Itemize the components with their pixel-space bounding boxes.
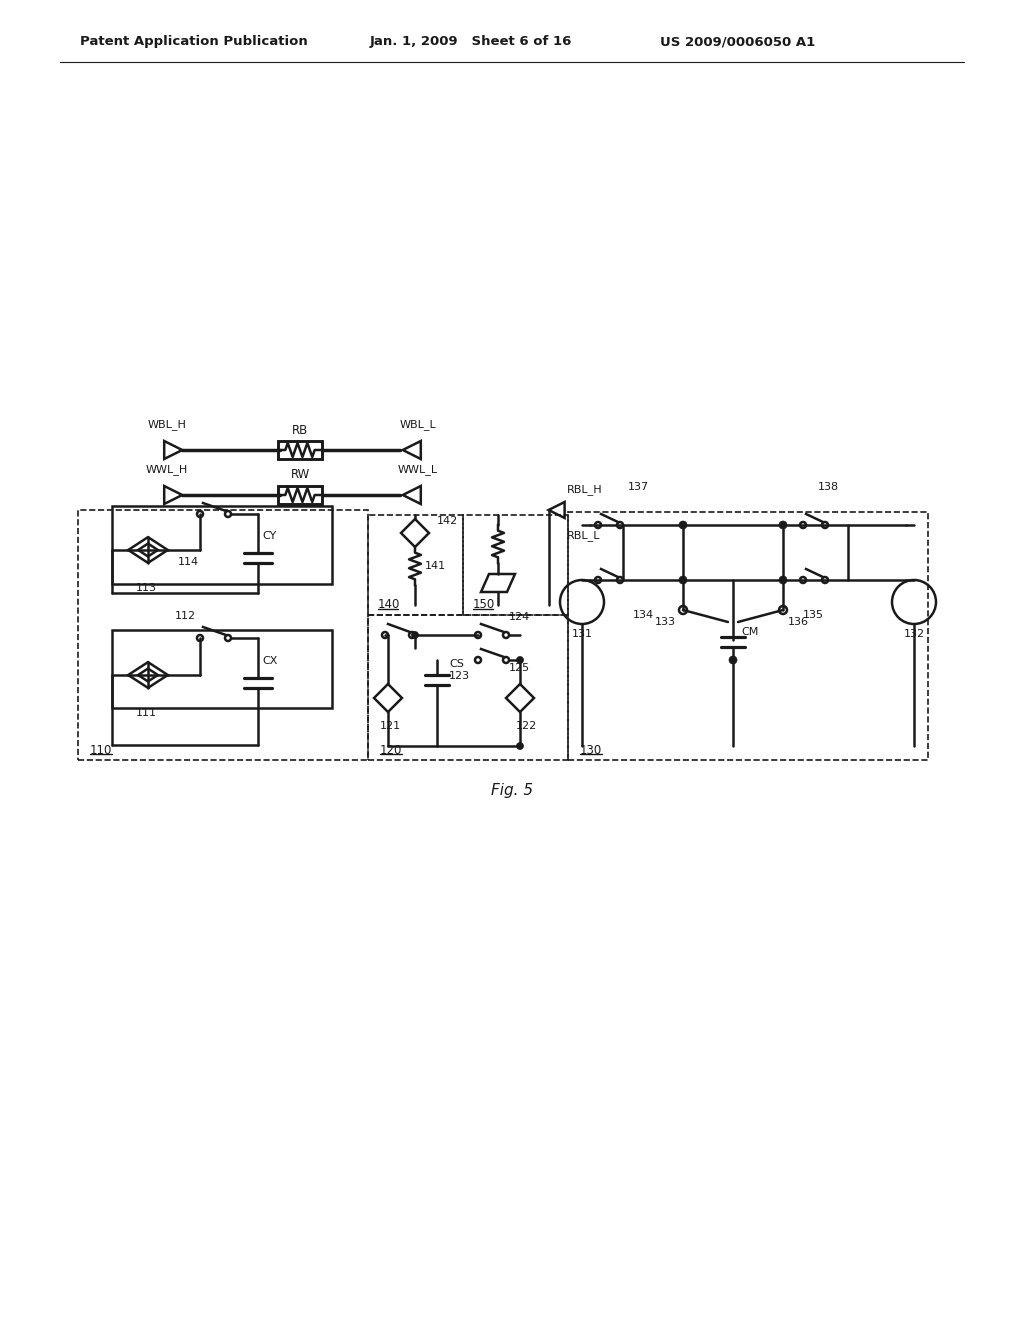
- Text: WWL_H: WWL_H: [145, 465, 188, 475]
- Bar: [278, 486, 322, 504]
- Text: 110: 110: [90, 743, 113, 756]
- Text: Patent Application Publication: Patent Application Publication: [80, 36, 308, 49]
- Bar: [463, 515, 568, 615]
- Text: 137: 137: [628, 482, 649, 492]
- Text: CS: CS: [449, 659, 464, 669]
- Bar: [112, 630, 332, 708]
- Circle shape: [412, 631, 419, 639]
- Circle shape: [679, 576, 687, 583]
- Text: CY: CY: [262, 531, 276, 541]
- Bar: [368, 615, 568, 760]
- Text: 124: 124: [509, 612, 530, 622]
- Text: 131: 131: [571, 630, 593, 639]
- Bar: [112, 506, 332, 583]
- Text: RB: RB: [292, 424, 308, 437]
- Text: Fig. 5: Fig. 5: [490, 783, 534, 797]
- Text: 134: 134: [633, 610, 654, 620]
- Circle shape: [779, 521, 787, 529]
- Text: 114: 114: [178, 557, 199, 568]
- Bar: [278, 441, 322, 459]
- Text: WBL_L: WBL_L: [399, 420, 436, 430]
- Text: 142: 142: [437, 516, 459, 525]
- Text: 125: 125: [509, 663, 530, 673]
- Circle shape: [516, 656, 523, 664]
- Circle shape: [679, 521, 687, 529]
- Text: 135: 135: [803, 610, 824, 620]
- Text: 112: 112: [175, 611, 197, 620]
- Text: CX: CX: [262, 656, 278, 667]
- Circle shape: [779, 576, 787, 583]
- Text: Jan. 1, 2009   Sheet 6 of 16: Jan. 1, 2009 Sheet 6 of 16: [370, 36, 572, 49]
- Text: 123: 123: [449, 671, 470, 681]
- Text: WWL_L: WWL_L: [398, 465, 438, 475]
- Text: 122: 122: [516, 721, 538, 731]
- Text: RBL_L: RBL_L: [567, 531, 600, 541]
- Circle shape: [516, 742, 523, 750]
- Text: 120: 120: [380, 743, 402, 756]
- Text: 136: 136: [788, 616, 809, 627]
- Circle shape: [729, 656, 737, 664]
- Text: 138: 138: [818, 482, 839, 492]
- Text: 133: 133: [655, 616, 676, 627]
- Bar: [78, 510, 368, 760]
- Text: 113: 113: [136, 583, 157, 593]
- Text: 140: 140: [378, 598, 400, 611]
- Text: WBL_H: WBL_H: [147, 420, 186, 430]
- Text: 141: 141: [425, 561, 446, 572]
- Text: CM: CM: [741, 627, 759, 638]
- Text: 150: 150: [473, 598, 496, 611]
- Text: RW: RW: [291, 469, 309, 482]
- Text: 111: 111: [136, 708, 157, 718]
- Text: 132: 132: [903, 630, 925, 639]
- Bar: [568, 512, 928, 760]
- Text: US 2009/0006050 A1: US 2009/0006050 A1: [660, 36, 815, 49]
- Text: 121: 121: [380, 721, 401, 731]
- Bar: [368, 515, 463, 615]
- Text: RBL_H: RBL_H: [567, 484, 603, 495]
- Text: 130: 130: [580, 743, 602, 756]
